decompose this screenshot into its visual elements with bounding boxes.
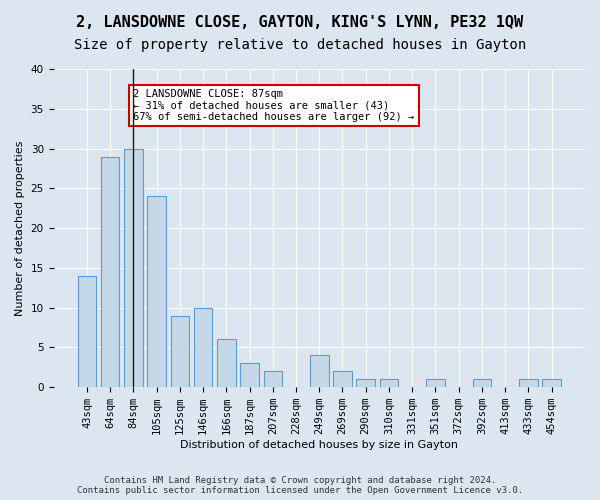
Text: Size of property relative to detached houses in Gayton: Size of property relative to detached ho… <box>74 38 526 52</box>
Bar <box>356 380 375 387</box>
Bar <box>426 380 445 387</box>
Bar <box>380 380 398 387</box>
Bar <box>333 372 352 387</box>
Bar <box>473 380 491 387</box>
Y-axis label: Number of detached properties: Number of detached properties <box>15 140 25 316</box>
Bar <box>124 148 143 387</box>
Text: Contains HM Land Registry data © Crown copyright and database right 2024.
Contai: Contains HM Land Registry data © Crown c… <box>77 476 523 495</box>
Bar <box>101 156 119 387</box>
X-axis label: Distribution of detached houses by size in Gayton: Distribution of detached houses by size … <box>180 440 458 450</box>
Bar <box>263 372 282 387</box>
Bar <box>519 380 538 387</box>
Bar <box>77 276 96 387</box>
Text: 2 LANSDOWNE CLOSE: 87sqm
← 31% of detached houses are smaller (43)
67% of semi-d: 2 LANSDOWNE CLOSE: 87sqm ← 31% of detach… <box>133 89 415 122</box>
Bar <box>542 380 561 387</box>
Bar <box>170 316 189 387</box>
Bar <box>194 308 212 387</box>
Bar <box>148 196 166 387</box>
Text: 2, LANSDOWNE CLOSE, GAYTON, KING'S LYNN, PE32 1QW: 2, LANSDOWNE CLOSE, GAYTON, KING'S LYNN,… <box>76 15 524 30</box>
Bar <box>217 340 236 387</box>
Bar <box>240 364 259 387</box>
Bar <box>310 356 329 387</box>
